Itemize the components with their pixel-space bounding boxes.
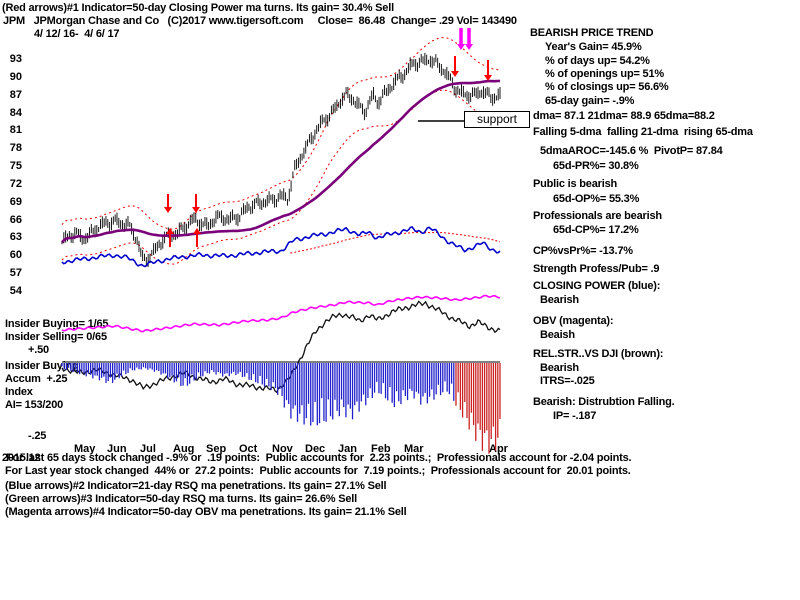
relstr-head: REL.STR..VS DJI (brown): [533, 348, 664, 360]
scale-plus50: +.50 [28, 344, 49, 356]
x-axis-month-label: Feb [371, 443, 391, 455]
upper-band-line [61, 37, 501, 230]
lower-band-line [61, 89, 501, 265]
x-axis-month-label: Oct [239, 443, 258, 455]
op-pct: 65d-OP%= 55.3% [553, 193, 640, 205]
y-axis-price-label: 66 [9, 213, 22, 226]
indicator4-line: (Magenta arrows)#4 Indicator=50-day OBV … [5, 506, 407, 518]
years-gain: Year's Gain= 45.9% [545, 41, 642, 53]
date-range: 4/ 12/ 16- 4/ 6/ 17 [34, 28, 120, 40]
x-axis-month-label: May [74, 443, 96, 455]
pct-days-up: % of days up= 54.2% [545, 55, 650, 67]
aroc-pivot: 5dmaAROC=-145.6 % PivotP= 87.84 [540, 145, 723, 157]
relstr-state: Bearish [540, 362, 579, 374]
y-axis-price-label: 75 [9, 160, 22, 173]
y-axis-price-label: 81 [9, 124, 22, 137]
y-axis-price-label: 72 [9, 177, 22, 190]
summary-65day: For last 65 days stock changed -.9% or .… [6, 452, 632, 464]
y-axis-price-label: 63 [9, 231, 22, 244]
distribution-note: Bearish: Distrubtion Falling. [533, 396, 675, 408]
x-axis-month-label: Dec [305, 443, 326, 455]
cp-pct: 65d-CP%= 17.2% [553, 224, 639, 236]
axis-year-overlap: 2015.12 [2, 452, 41, 464]
obv-state: Beaish [540, 329, 575, 341]
quote-line: JPM JPMorgan Chase and Co (C)2017 www.ti… [3, 15, 517, 27]
indicator1-line: (Red arrows)#1 Indicator=50-day Closing … [2, 2, 394, 14]
closing-power-line [61, 225, 501, 268]
accum-label-3: Index [5, 386, 33, 398]
insider-selling: Insider Selling= 0/65 [5, 331, 107, 343]
y-axis-price-label: 60 [9, 249, 22, 262]
pr-pct: 65d-PR%= 30.8% [553, 160, 639, 172]
y-axis-price-label: 57 [9, 267, 22, 280]
dma-values: dma= 87.1 21dma= 88.9 65dma=88.2 [533, 110, 715, 122]
ai-value: AI= 153/200 [5, 399, 64, 411]
itrs-value: ITRS=-.025 [540, 375, 595, 387]
y-axis-price-label: 90 [9, 70, 22, 83]
pct-closings-up: % of closings up= 56.6% [545, 81, 669, 93]
strength-ratio: Strength Profess/Pub= .9 [533, 263, 660, 275]
indicator2-line: (Blue arrows)#2 Indicator=21-day RSQ ma … [5, 480, 387, 492]
accum-label-2: Accum +.25 [5, 373, 68, 385]
y-axis-price-label: 69 [9, 195, 22, 208]
x-axis-month-label: Jun [107, 443, 127, 455]
cp-vs-pr: CP%vsPr%= -13.7% [533, 245, 633, 257]
x-axis-month-label: Apr [489, 443, 508, 455]
insider-buying: Insider Buying= 1/65 [5, 318, 109, 330]
summary-year: For Last year stock changed 44% or 27.2 … [5, 465, 631, 477]
ip-value: IP= -.187 [553, 410, 597, 422]
obv-head: OBV (magenta): [533, 315, 614, 327]
closing-power-ma-line [290, 232, 501, 254]
x-axis-month-label: Jul [140, 443, 156, 455]
x-axis-month-label: Jan [338, 443, 357, 455]
x-axis-month-label: Aug [173, 443, 195, 455]
x-axis-month-label: Sep [206, 443, 227, 455]
x-axis-month-label: Nov [272, 443, 293, 455]
relative-strength-line [61, 300, 501, 394]
professionals-bearish: Professionals are bearish [533, 210, 662, 222]
public-bearish: Public is bearish [533, 178, 618, 190]
support-annotation: support [464, 111, 530, 128]
dma-trends: Falling 5-dma falling 21-dma rising 65-d… [533, 126, 753, 138]
closing-power-head: CLOSING POWER (blue): [533, 280, 661, 292]
x-axis-month-label: Mar [404, 443, 424, 455]
indicator3-line: (Green arrows)#3 Indicator=50-day RSQ ma… [5, 493, 357, 505]
pct-openings-up: % of openings up= 51% [545, 68, 664, 80]
trend-headline: BEARISH PRICE TREND [530, 27, 654, 39]
closing-power-state: Bearish [540, 294, 579, 306]
gain-65day: 65-day gain= -.9% [545, 95, 635, 107]
y-axis-price-label: 78 [9, 142, 22, 155]
y-axis-price-label: 87 [9, 88, 22, 101]
y-axis-price-label: 84 [9, 106, 22, 119]
obv-line [61, 294, 500, 333]
ma65-line [61, 79, 501, 244]
scale-minus25: -.25 [28, 430, 47, 442]
y-axis-price-label: 93 [9, 53, 22, 65]
y-axis-price-label: 54 [9, 285, 22, 297]
accum-label-1: Insider Buying [5, 360, 79, 372]
